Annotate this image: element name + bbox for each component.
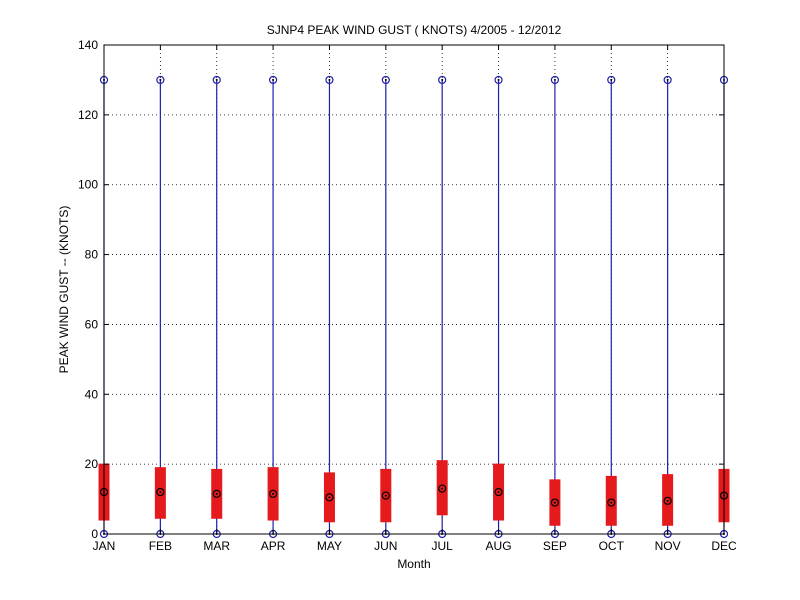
max-marker	[494, 75, 503, 85]
median-marker	[325, 493, 334, 502]
max-marker-dot	[328, 78, 331, 81]
max-marker	[268, 75, 278, 85]
median-marker	[607, 498, 616, 507]
x-tick-label: JUN	[374, 539, 397, 553]
max-marker	[212, 75, 221, 85]
max-marker	[438, 75, 447, 85]
box-iqr	[605, 475, 617, 526]
x-tick-label: FEB	[149, 539, 172, 553]
max-marker-dot	[610, 78, 613, 81]
x-tick-label: DEC	[711, 539, 737, 553]
max-marker-dot	[441, 78, 444, 81]
max-marker-dot	[553, 78, 556, 81]
median-marker	[550, 498, 560, 507]
median-marker	[381, 491, 390, 500]
median-marker-dot	[215, 492, 218, 495]
x-tick-label: MAY	[317, 539, 342, 553]
ticks: 0 20 40 60 80 100 120 140 JAN FEB MAR APR MAY JUN JUL A…	[78, 38, 737, 553]
y-tick-label: 20	[85, 457, 99, 471]
plot-frame	[103, 44, 725, 535]
y-tick-label: 80	[85, 248, 99, 262]
max-marker-dot	[272, 78, 275, 81]
x-tick-label: MAR	[203, 539, 230, 553]
median-marker	[663, 496, 672, 505]
max-marker-dot	[497, 78, 500, 81]
max-marker-dot	[215, 78, 218, 81]
x-tick-label: APR	[261, 539, 286, 553]
median-marker-dot	[610, 501, 613, 504]
median-marker	[268, 489, 278, 498]
median-marker	[494, 487, 503, 497]
median-marker-dot	[272, 492, 275, 495]
box-oct	[605, 75, 617, 539]
max-marker	[156, 75, 165, 85]
median-marker	[212, 489, 221, 498]
max-marker	[381, 75, 390, 85]
box-nov	[662, 75, 674, 539]
median-marker	[438, 484, 447, 493]
x-tick-label: NOV	[655, 539, 681, 553]
max-marker	[663, 75, 672, 85]
median-marker-dot	[553, 501, 556, 504]
max-marker	[607, 75, 616, 85]
chart-title: SJNP4 PEAK WIND GUST ( KNOTS) 4/2005 - 1…	[267, 23, 562, 37]
median-marker	[156, 487, 165, 497]
median-marker-dot	[666, 499, 669, 502]
x-tick-label: JAN	[93, 539, 116, 553]
y-axis-label: PEAK WIND GUST -- (KNOTS)	[57, 206, 71, 374]
max-marker-dot	[666, 78, 669, 81]
median-marker-dot	[441, 487, 444, 490]
x-tick-label: OCT	[599, 539, 625, 553]
x-tick-label: SEP	[543, 539, 567, 553]
max-marker	[325, 75, 334, 85]
y-tick-label: 120	[78, 108, 98, 122]
max-marker	[550, 75, 560, 85]
x-tick-label: JUL	[432, 539, 454, 553]
median-marker-dot	[384, 494, 387, 497]
box-mar	[211, 75, 223, 539]
y-tick-label: 60	[85, 317, 99, 331]
x-tick-label: AUG	[486, 539, 512, 553]
y-tick-label: 0	[91, 527, 98, 541]
x-axis-label: Month	[397, 557, 430, 571]
max-marker-dot	[384, 78, 387, 81]
y-tick-label: 100	[78, 178, 98, 192]
median-marker-dot	[159, 491, 162, 494]
max-marker-dot	[159, 78, 162, 81]
median-marker-dot	[497, 491, 500, 494]
median-marker-dot	[328, 496, 331, 499]
y-tick-label: 40	[85, 387, 99, 401]
y-tick-label: 140	[78, 38, 98, 52]
